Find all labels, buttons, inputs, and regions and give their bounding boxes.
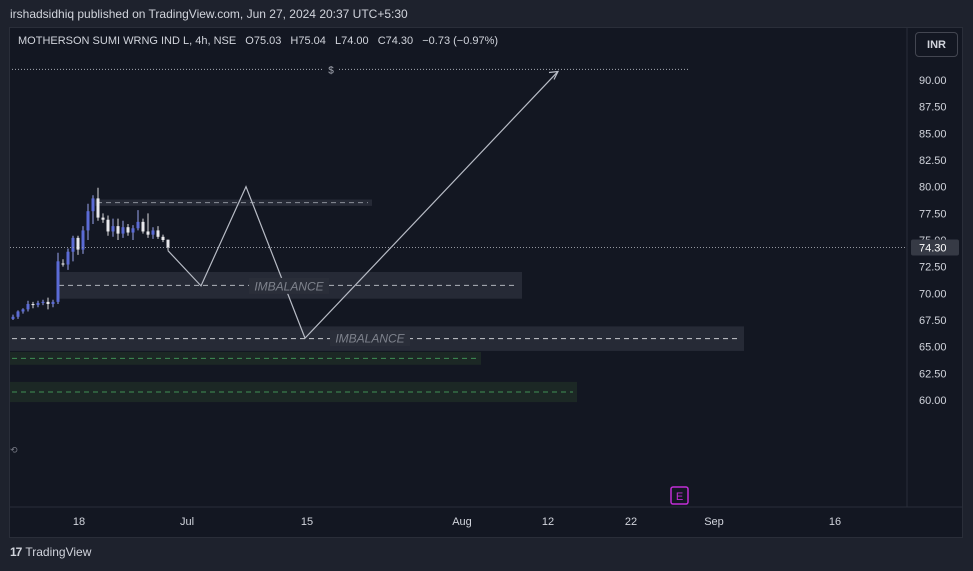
x-tick-label: 16: [829, 516, 841, 528]
candle: [71, 237, 75, 252]
high-value: 75.04: [298, 35, 326, 47]
candle: [161, 236, 165, 240]
candle: [31, 304, 35, 306]
candle: [61, 263, 65, 265]
open-value: 75.03: [253, 35, 282, 47]
candle: [11, 316, 15, 319]
candles-layer: [11, 187, 170, 320]
candle: [86, 211, 90, 231]
y-tick-label: 65.00: [919, 342, 947, 354]
symbol-name[interactable]: MOTHERSON SUMI WRNG IND L, 4h, NSE: [18, 35, 237, 47]
y-tick-label: 77.50: [919, 208, 947, 220]
publisher-line: irshadsidhiq published on TradingView.co…: [10, 7, 408, 21]
imbalance-label-bg: [330, 330, 410, 347]
candle: [66, 251, 70, 265]
candle: [101, 217, 105, 220]
x-tick-label: 15: [301, 516, 313, 528]
target-label-bg: [324, 62, 338, 77]
candle: [146, 231, 150, 235]
candle: [46, 301, 50, 304]
y-tick-label: 85.00: [919, 128, 947, 140]
candle: [106, 219, 110, 232]
imbalance-label: IMBALANCE: [335, 332, 405, 346]
zones-layer: [10, 199, 744, 403]
x-axis: 18 Jul 15 Aug 12 22 Sep 16: [10, 506, 962, 528]
x-tick-label: 12: [542, 516, 554, 528]
candle: [166, 239, 170, 248]
y-tick-label: 60.00: [919, 395, 947, 407]
change-value: −0.73 (−0.97%): [422, 35, 499, 47]
candle: [141, 221, 145, 232]
candle: [131, 228, 135, 233]
tradingview-logo-icon: 17: [10, 545, 22, 559]
y-tick-label: 62.50: [919, 368, 947, 380]
x-tick-label: 18: [73, 516, 85, 528]
y-axis: 90.0087.5085.0082.5080.0077.5075.0072.50…: [906, 28, 959, 507]
candle: [111, 226, 115, 232]
candle: [116, 226, 120, 234]
currency-button[interactable]: INR: [915, 32, 958, 57]
candle: [136, 221, 140, 229]
y-tick-label: 67.50: [919, 315, 947, 327]
candle: [121, 227, 125, 234]
zone-demand: [10, 352, 481, 365]
high-label: H: [290, 35, 299, 47]
replay-marker-icon: ⟲: [10, 446, 18, 456]
imbalance-label-bg: [249, 277, 329, 294]
last-price-badge: [911, 239, 959, 256]
low-value: 74.00: [341, 35, 369, 47]
x-tick-label: Sep: [704, 516, 724, 528]
candle: [51, 301, 55, 304]
imbalance-label: IMBALANCE: [254, 279, 324, 293]
candle: [41, 301, 45, 303]
x-tick-label: 22: [625, 516, 637, 528]
y-tick-label: 82.50: [919, 155, 947, 167]
last-price-label: 74.30: [919, 242, 947, 254]
earnings-marker-label: E: [676, 491, 683, 503]
candle: [36, 302, 40, 306]
tradingview-brand[interactable]: 17 TradingView: [10, 545, 91, 559]
open-label: O: [245, 35, 254, 47]
projection-path: [167, 71, 559, 340]
candle: [156, 230, 160, 237]
candle: [21, 309, 25, 312]
overlay-layer: $ IMBALANCE IMBALANCE ⟲ E: [10, 62, 907, 505]
close-value: 74.30: [385, 35, 414, 47]
earnings-marker[interactable]: [670, 486, 689, 505]
candle: [126, 227, 130, 233]
candle: [76, 237, 80, 250]
target-label: $: [328, 65, 334, 76]
candle: [96, 198, 100, 218]
y-tick-label: 70.00: [919, 288, 947, 300]
close-label: C: [377, 35, 386, 47]
symbol-legend: MOTHERSON SUMI WRNG IND L, 4h, NSE O75.0…: [18, 35, 498, 47]
arrow-head-icon: [548, 70, 560, 80]
candle: [91, 198, 95, 212]
y-tick-label: 80.00: [919, 182, 947, 194]
y-tick-label: 72.50: [919, 262, 947, 274]
y-tick-label: 90.00: [919, 75, 947, 87]
y-tick-label: 87.50: [919, 102, 947, 114]
x-tick-label: Jul: [180, 516, 194, 528]
x-tick-label: Aug: [452, 516, 472, 528]
candle: [26, 304, 30, 310]
candle: [16, 311, 20, 317]
candle: [151, 230, 155, 235]
low-label: L: [334, 35, 342, 47]
candle: [56, 261, 60, 302]
brand-name: TradingView: [25, 545, 92, 559]
candle: [81, 230, 85, 250]
